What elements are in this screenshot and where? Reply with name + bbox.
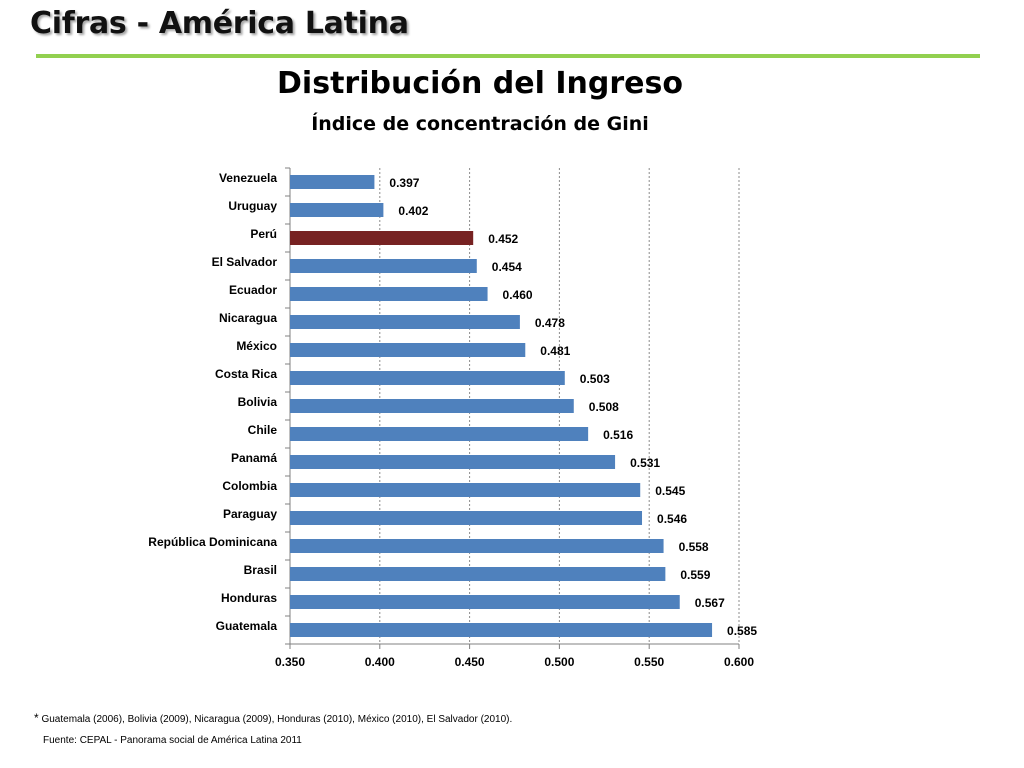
bar xyxy=(290,315,520,329)
category-label: Colombia xyxy=(222,479,277,493)
bar xyxy=(290,455,616,469)
bar xyxy=(290,259,477,273)
data-label: 0.531 xyxy=(630,456,660,470)
data-label: 0.452 xyxy=(488,232,518,246)
bar xyxy=(290,203,384,217)
data-label: 0.503 xyxy=(580,372,610,386)
bar xyxy=(290,371,565,385)
bar xyxy=(290,287,488,301)
category-label: Uruguay xyxy=(228,199,277,213)
x-tick-label: 0.500 xyxy=(544,655,574,669)
category-label: Ecuador xyxy=(229,283,277,297)
bar xyxy=(290,175,375,189)
footnote: * Guatemala (2006), Bolivia (2009), Nica… xyxy=(34,711,512,725)
data-label: 0.545 xyxy=(655,484,685,498)
category-label: Bolivia xyxy=(238,395,278,409)
bar-highlight xyxy=(290,231,474,245)
bar xyxy=(290,567,666,581)
data-label: 0.558 xyxy=(679,540,709,554)
x-tick-label: 0.600 xyxy=(724,655,754,669)
category-label: Chile xyxy=(248,423,278,437)
category-label: Honduras xyxy=(221,591,277,605)
category-label: Venezuela xyxy=(219,171,277,185)
bar xyxy=(290,623,713,637)
bar xyxy=(290,539,664,553)
data-label: 0.460 xyxy=(503,288,533,302)
bar xyxy=(290,427,589,441)
data-label: 0.481 xyxy=(540,344,570,358)
x-tick-label: 0.350 xyxy=(275,655,305,669)
footnote-text: Guatemala (2006), Bolivia (2009), Nicara… xyxy=(41,714,513,725)
heading-rule xyxy=(36,54,980,58)
data-label: 0.397 xyxy=(389,176,419,190)
gini-bar-chart: 0.350 0.400 0.450 0.500 0.550 0.600 Venezuela 0… xyxy=(148,167,757,669)
bars xyxy=(290,175,713,637)
data-label: 0.478 xyxy=(535,316,565,330)
category-label: Perú xyxy=(250,227,277,241)
source-note: Fuente: CEPAL - Panorama social de Améri… xyxy=(43,735,302,746)
data-label: 0.585 xyxy=(727,624,757,638)
x-tick-label: 0.450 xyxy=(455,655,485,669)
x-tick-label: 0.550 xyxy=(634,655,664,669)
labels: 0.350 0.400 0.450 0.500 0.550 0.600 Venezuela 0… xyxy=(148,171,757,669)
category-label: Guatemala xyxy=(216,619,278,633)
bar xyxy=(290,343,526,357)
chart-title: Distribución del Ingreso xyxy=(277,66,683,101)
category-label: México xyxy=(236,339,277,353)
x-tick-label: 0.400 xyxy=(365,655,395,669)
category-label: Costa Rica xyxy=(215,367,277,381)
data-label: 0.559 xyxy=(680,568,710,582)
chart-subtitle: Índice de concentración de Gini xyxy=(311,113,649,135)
data-label: 0.546 xyxy=(657,512,687,526)
bar xyxy=(290,511,643,525)
category-label: El Salvador xyxy=(212,255,278,269)
category-label: Panamá xyxy=(231,451,277,465)
category-label: Brasil xyxy=(244,563,277,577)
bar xyxy=(290,399,574,413)
data-label: 0.454 xyxy=(492,260,522,274)
bar xyxy=(290,595,680,609)
data-label: 0.402 xyxy=(398,204,428,218)
bar xyxy=(290,483,641,497)
data-label: 0.567 xyxy=(695,596,725,610)
slide-heading: Cifras - América Latina xyxy=(30,6,409,41)
data-label: 0.516 xyxy=(603,428,633,442)
category-label: Nicaragua xyxy=(219,311,277,325)
data-label: 0.508 xyxy=(589,400,619,414)
footnote-marker: * xyxy=(34,711,39,725)
category-label: República Dominicana xyxy=(148,535,277,549)
category-label: Paraguay xyxy=(223,507,277,521)
